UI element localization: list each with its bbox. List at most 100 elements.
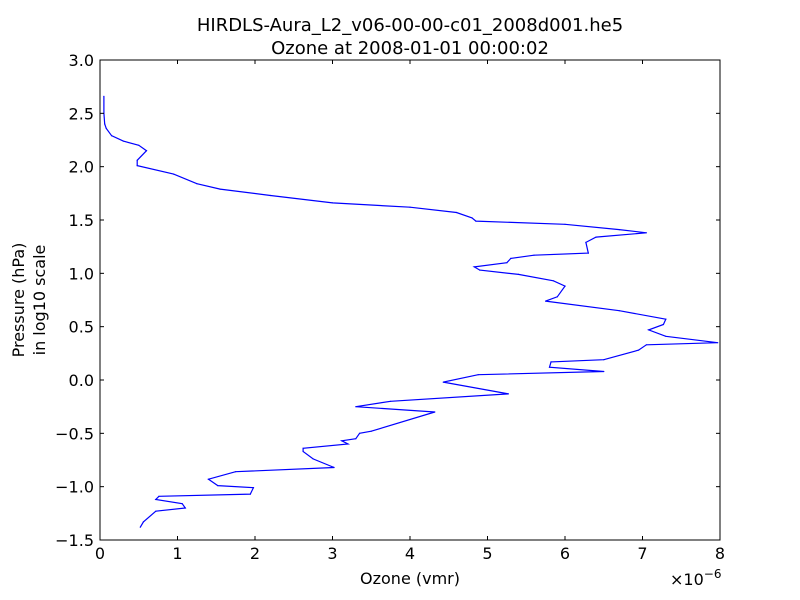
ozone-data-point: [196, 183, 198, 185]
ozone-data-point: [638, 349, 640, 351]
ozone-data-point: [139, 526, 141, 528]
y-tick-label: 0.5: [69, 318, 94, 337]
ozone-data-point: [145, 150, 148, 152]
ozone-data-point: [556, 296, 558, 298]
ozone-data-point: [645, 232, 648, 234]
ozone-data-point: [347, 443, 349, 445]
y-axis-label-line2: in log10 scale: [30, 245, 49, 356]
x-axis-ticks: 0 1 2 3 4 5 6 7 8: [95, 60, 725, 563]
ozone-data-point: [331, 202, 334, 204]
ozone-data-point: [158, 495, 160, 497]
ozone-data-point: [359, 432, 361, 434]
ozone-data-point: [370, 430, 372, 432]
ozone-data-point: [603, 359, 605, 361]
ozone-data-point: [564, 223, 566, 225]
x-tick-label: 8: [715, 544, 725, 563]
ozone-data-point: [645, 344, 648, 346]
data-line-layer: [103, 95, 719, 528]
ozone-data-point: [587, 252, 589, 254]
y-tick-label: −1.5: [55, 531, 94, 550]
ozone-data-point: [717, 342, 719, 344]
ozone-data-point: [138, 144, 140, 146]
ozone-data-point: [662, 323, 665, 326]
ozone-data-point: [473, 266, 475, 268]
ozone-data-point: [477, 374, 479, 376]
ozone-data-point: [155, 498, 157, 501]
ozone-data-point: [390, 400, 392, 402]
ozone-data-point: [548, 366, 551, 368]
ozone-data-point: [269, 194, 272, 197]
x-tick-label: 4: [405, 544, 415, 563]
y-tick-label: 2.5: [69, 104, 94, 123]
chart-title: HIRDLS-Aura_L2_v06-00-00-c01_2008d001.he…: [197, 15, 623, 36]
x-tick-label: 3: [327, 544, 337, 563]
x-tick-label: 7: [637, 544, 647, 563]
ozone-data-point: [355, 406, 357, 408]
x-tick-label: 2: [250, 544, 260, 563]
ozone-data-point: [545, 300, 547, 302]
ozone-data-point: [142, 521, 144, 523]
ozone-data-point: [595, 236, 597, 238]
ozone-data-point: [475, 220, 477, 222]
y-tick-label: 1.0: [69, 264, 94, 283]
ozone-data-point: [136, 165, 138, 167]
x-tick-label: 1: [172, 544, 182, 563]
ozone-data-point: [155, 510, 157, 512]
ozone-data-point: [603, 370, 605, 373]
ozone-data-point: [618, 310, 620, 312]
ozone-data-point: [648, 329, 650, 331]
y-tick-label: 1.5: [69, 211, 94, 230]
ozone-data-point: [665, 318, 667, 320]
x-axis-label: Ozone (vmr): [360, 569, 460, 588]
ozone-data-point: [507, 393, 509, 395]
ozone-data-point: [111, 135, 113, 137]
ozone-data-point: [355, 438, 357, 440]
ozone-data-point: [173, 173, 175, 175]
ozone-data-point: [510, 257, 512, 259]
ozone-data-point: [103, 95, 105, 97]
ozone-data-point: [105, 127, 107, 129]
chart-subtitle: Ozone at 2008-01-01 00:00:02: [271, 38, 549, 59]
x-tick-label: 0: [95, 544, 105, 563]
plot-area: 0 1 2 3 4 5 6 7 8 −1.5 −1.0 −0.5 0.0 0.5 1.0 1.5 2.0 2.5…: [55, 51, 725, 563]
ozone-data-point: [217, 485, 219, 487]
ozone-data-point: [302, 447, 304, 449]
ozone-data-point: [302, 450, 304, 453]
ozone-data-point: [517, 273, 520, 275]
ozone-data-point: [665, 335, 667, 337]
ozone-data-point: [564, 285, 566, 287]
ozone-data-point: [442, 381, 444, 383]
ozone-data-point: [104, 123, 106, 125]
ozone-profile-line: [103, 96, 718, 528]
ozone-data-point: [533, 254, 535, 256]
ozone-data-point: [181, 503, 183, 505]
ozone-data-point: [219, 188, 221, 190]
ozone-data-point: [252, 487, 254, 489]
ozone-data-point: [341, 440, 343, 442]
ozone-data-point: [207, 478, 210, 480]
y-tick-label: −1.0: [55, 478, 94, 497]
ozone-data-point: [184, 507, 186, 509]
ozone-data-point: [312, 458, 314, 460]
ozone-data-point: [122, 140, 124, 142]
y-axis-ticks: −1.5 −1.0 −0.5 0.0 0.5 1.0 1.5 2.0 2.5 3.0: [55, 51, 720, 550]
x-axis-multiplier-base: ×10: [670, 570, 704, 589]
ozone-data-point: [479, 269, 481, 271]
ozone-data-point: [249, 493, 251, 495]
y-axis-label-line1: Pressure (hPa): [9, 243, 28, 358]
ozone-data-point: [585, 241, 587, 243]
x-axis-multiplier-exponent: −6: [704, 567, 722, 581]
ozone-data-point: [552, 280, 555, 282]
ozone-data-point: [434, 411, 436, 413]
ozone-data-point: [618, 229, 620, 231]
ozone-data-point: [550, 361, 552, 363]
ozone-data-point: [235, 471, 237, 473]
ozone-data-point: [136, 159, 138, 161]
x-axis-multiplier: ×10−6: [670, 567, 721, 589]
ozone-data-point: [471, 217, 473, 219]
y-tick-label: 0.0: [69, 371, 94, 390]
y-tick-label: 2.0: [69, 158, 94, 177]
ozone-data-point: [409, 206, 411, 208]
